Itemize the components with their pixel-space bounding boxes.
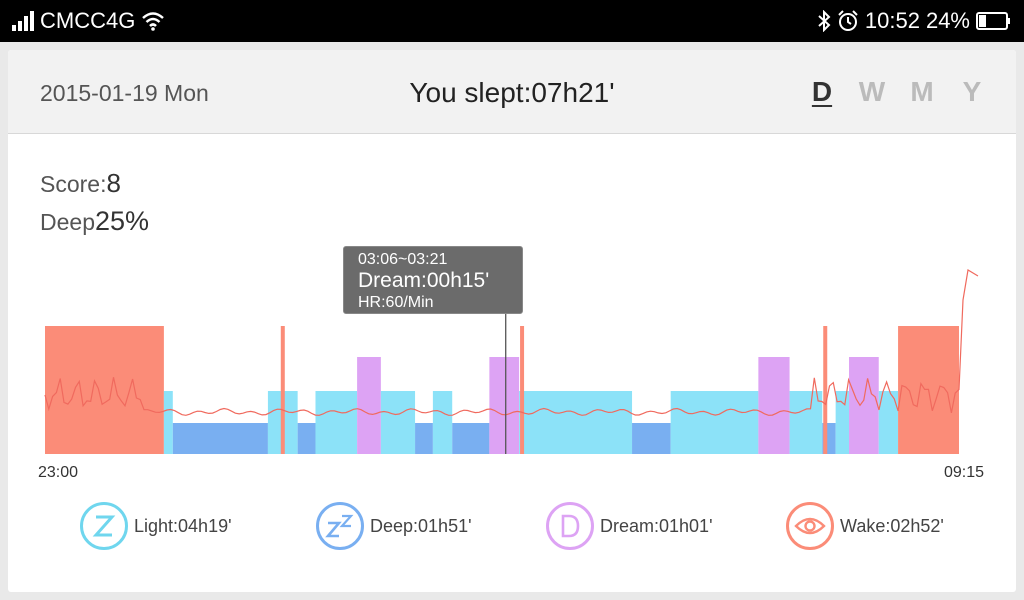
bluetooth-icon <box>817 10 831 32</box>
x-axis-start-label: 23:00 <box>38 464 79 481</box>
score-line: Score:8 <box>40 168 121 199</box>
clock-time: 10:52 <box>864 8 920 33</box>
legend-dream-label: Dream:01h01' <box>600 515 713 536</box>
legend-deep-label: Deep:01h51' <box>370 515 472 536</box>
period-selector: D W M Y <box>808 76 986 108</box>
stage-bar-dream <box>357 357 381 454</box>
stage-bar-light <box>519 391 633 454</box>
tooltip-stage: Dream:00h15' <box>358 269 490 292</box>
light-sleep-icon <box>80 502 128 550</box>
heart-rate-line <box>44 269 979 416</box>
stage-bar-wake <box>45 326 164 454</box>
stage-bar-deep <box>415 423 433 454</box>
stage-bar-deep <box>452 423 490 454</box>
stage-legend: Light:04h19' Deep:01h51' Dream:01h01' Wa… <box>8 502 1016 552</box>
dream-icon <box>546 502 594 550</box>
stage-bar-light <box>432 391 453 454</box>
stage-bar-deep <box>632 423 671 454</box>
stage-bar-light <box>670 391 759 454</box>
stage-bar-deep <box>297 423 316 454</box>
period-year-tab[interactable]: Y <box>962 76 982 107</box>
stage-bar-dream <box>758 357 790 454</box>
stage-bar-light <box>878 391 899 454</box>
stage-bar-light <box>380 391 416 454</box>
deep-value: 25% <box>94 206 150 236</box>
tooltip-range: 03:06~03:21 <box>358 251 448 268</box>
battery-icon <box>976 11 1012 31</box>
total-sleep-title: You slept:07h21' <box>409 77 615 108</box>
wifi-icon <box>141 11 165 31</box>
legend-deep: Deep:01h51' <box>316 502 472 550</box>
deep-label: Deep <box>40 209 95 235</box>
stage-bar-light <box>315 391 358 454</box>
period-day-tab[interactable]: D <box>811 76 833 107</box>
stage-bar-light <box>789 391 823 454</box>
legend-dream: Dream:01h01' <box>546 502 713 550</box>
legend-wake-label: Wake:02h52' <box>840 515 944 536</box>
brief-wake-bar <box>520 326 525 454</box>
period-week-tab[interactable]: W <box>858 76 886 107</box>
deep-sleep-icon <box>316 502 364 550</box>
tooltip-hr: HR:60/Min <box>358 294 434 311</box>
stage-bar-deep <box>172 423 268 454</box>
x-axis-end-label: 09:15 <box>943 464 984 481</box>
score-label: Score: <box>40 171 107 197</box>
legend-light: Light:04h19' <box>80 502 232 550</box>
sleep-header: 2015-01-19 Mon You slept:07h21' D W M Y <box>8 50 1016 134</box>
period-month-tab[interactable]: M <box>910 76 934 107</box>
signal-icon <box>12 11 34 31</box>
stage-bar-light <box>835 391 850 454</box>
alarm-icon <box>837 10 859 32</box>
battery-percent: 24% <box>925 8 970 33</box>
score-value: 8 <box>106 168 121 198</box>
legend-light-label: Light:04h19' <box>134 515 232 536</box>
sleep-stage-chart[interactable] <box>8 50 1016 490</box>
deep-line: Deep25% <box>40 206 149 237</box>
sleep-card: 2015-01-19 Mon You slept:07h21' D W M Y … <box>8 50 1016 592</box>
wake-eye-icon <box>786 502 834 550</box>
brief-wake-bar <box>280 326 285 454</box>
legend-wake: Wake:02h52' <box>786 502 944 550</box>
stage-bar-dream <box>849 357 879 454</box>
stage-bar-light <box>163 391 173 454</box>
carrier-name: CMCC4G <box>40 8 136 33</box>
status-bar: CMCC4G 10:52 24% <box>0 0 1024 42</box>
stage-bar-dream <box>489 357 520 454</box>
stage-tooltip: 03:06~03:21 Dream:00h15' HR:60/Min <box>343 246 523 314</box>
brief-wake-bar <box>823 326 828 454</box>
date-label[interactable]: 2015-01-19 Mon <box>40 80 209 106</box>
